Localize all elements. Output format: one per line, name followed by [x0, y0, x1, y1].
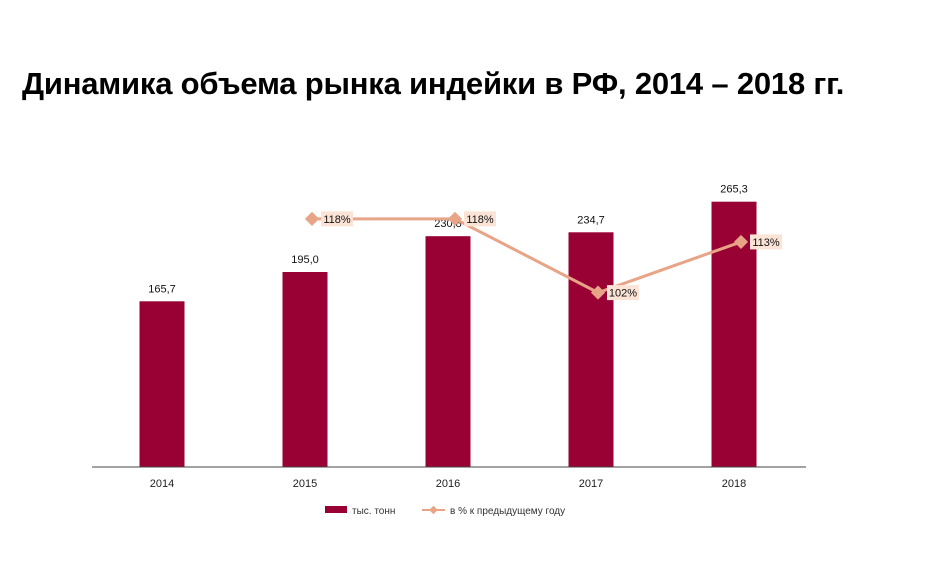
- line-label-2017: 102%: [609, 288, 637, 300]
- bars-layer: [139, 201, 757, 467]
- line-series-path: [312, 217, 742, 295]
- x-tick-labels: 2014 2015 2016 2017 2018: [150, 478, 746, 490]
- legend-line-label: в % к предыдущему году: [450, 506, 565, 517]
- line-label-2015: 118%: [323, 214, 351, 226]
- line-label-box-2017: [607, 285, 639, 301]
- bar-label-2015: 195,0: [291, 254, 319, 266]
- chart-title: Динамика объема рынка индейки в РФ, 2014…: [22, 66, 845, 101]
- line-marker-2018: [733, 234, 749, 249]
- bar-2014: [139, 301, 185, 467]
- line-label-box-2015: [321, 211, 353, 227]
- line-marker-2016: [447, 211, 463, 226]
- x-tick-2014: 2014: [150, 478, 174, 490]
- line-label-box-2016: [464, 211, 496, 227]
- x-tick-2016: 2016: [436, 478, 460, 490]
- legend-line-marker: [429, 505, 438, 515]
- line-marker-2015: [304, 211, 320, 226]
- bar-label-2014: 165,7: [148, 283, 176, 295]
- legend-bar-label: тыс. тонн: [352, 506, 395, 517]
- line-label-2018: 113%: [752, 237, 780, 249]
- legend-bar-swatch: [325, 506, 347, 513]
- line-marker-2017: [590, 285, 606, 300]
- x-tick-2018: 2018: [722, 478, 746, 490]
- line-data-labels: 118% 118% 102% 113%: [321, 211, 782, 301]
- line-label-box-2018: [750, 234, 782, 250]
- bar-2017: [568, 232, 614, 467]
- bar-2018: [711, 201, 757, 467]
- x-tick-2015: 2015: [293, 478, 317, 490]
- line-label-2016: 118%: [466, 214, 494, 226]
- bar-2016: [425, 236, 471, 467]
- bar-label-2017: 234,7: [577, 214, 605, 226]
- bar-2015: [282, 272, 328, 467]
- x-tick-2017: 2017: [579, 478, 603, 490]
- bar-label-2018: 265,3: [720, 184, 748, 196]
- legend: тыс. тонн в % к предыдущему году: [325, 505, 565, 517]
- line-series-layer: [304, 211, 749, 300]
